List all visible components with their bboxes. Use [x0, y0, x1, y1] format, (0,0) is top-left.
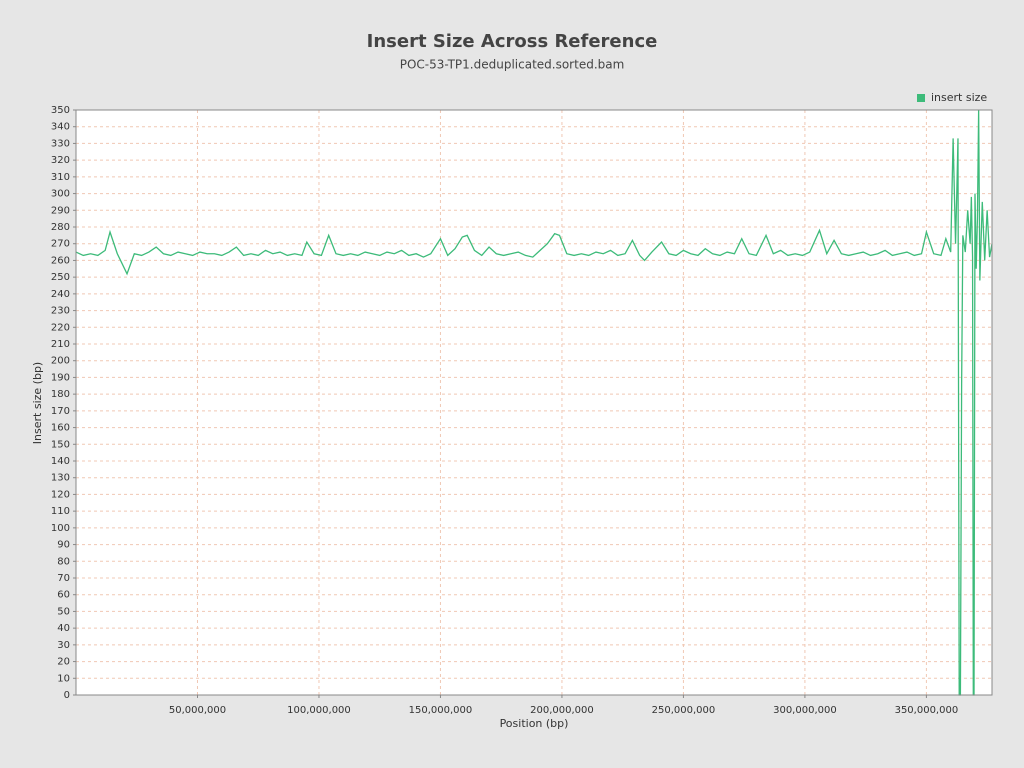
y-tick-label: 10 [57, 673, 70, 684]
y-tick-label: 150 [51, 439, 70, 450]
y-tick-label: 60 [57, 590, 70, 601]
legend-label: insert size [931, 91, 987, 104]
y-tick-label: 300 [51, 189, 70, 200]
y-tick-label: 80 [57, 556, 70, 567]
plot-area [75, 109, 993, 696]
y-tick-label: 50 [57, 606, 70, 617]
y-tick-label: 290 [51, 205, 70, 216]
y-tick-label: 310 [51, 172, 70, 183]
y-tick-label: 340 [51, 122, 70, 133]
chart-subtitle: POC-53-TP1.deduplicated.sorted.bam [400, 58, 625, 72]
y-tick-label: 90 [57, 540, 70, 551]
y-tick-label: 0 [64, 690, 70, 701]
x-tick-label: 50,000,000 [169, 705, 226, 716]
x-tick-label: 150,000,000 [409, 705, 473, 716]
y-tick-label: 220 [51, 322, 70, 333]
y-tick-label: 190 [51, 372, 70, 383]
y-axis-title: Insert size (bp) [31, 362, 44, 444]
y-tick-label: 270 [51, 239, 70, 250]
x-axis-title: Position (bp) [500, 717, 569, 730]
y-tick-label: 40 [57, 623, 70, 634]
data-line [75, 109, 993, 696]
x-tick-label: 250,000,000 [652, 705, 716, 716]
x-tick-label: 100,000,000 [287, 705, 351, 716]
y-tick-label: 140 [51, 456, 70, 467]
y-tick-label: 250 [51, 272, 70, 283]
y-tick-label: 120 [51, 489, 70, 500]
y-tick-label: 320 [51, 155, 70, 166]
y-tick-label: 280 [51, 222, 70, 233]
chart-title: Insert Size Across Reference [367, 31, 658, 52]
y-tick-label: 160 [51, 423, 70, 434]
y-tick-label: 180 [51, 389, 70, 400]
y-tick-label: 200 [51, 356, 70, 367]
y-tick-label: 70 [57, 573, 70, 584]
y-tick-label: 20 [57, 657, 70, 668]
y-tick-label: 260 [51, 255, 70, 266]
x-tick-label: 300,000,000 [773, 705, 837, 716]
y-tick-label: 210 [51, 339, 70, 350]
y-tick-label: 230 [51, 306, 70, 317]
y-tick-label: 30 [57, 640, 70, 651]
plot-border [75, 109, 993, 696]
y-tick-label: 100 [51, 523, 70, 534]
y-tick-label: 330 [51, 138, 70, 149]
y-tick-label: 170 [51, 406, 70, 417]
y-tick-label: 130 [51, 473, 70, 484]
y-tick-label: 110 [51, 506, 70, 517]
y-tick-label: 240 [51, 289, 70, 300]
legend-swatch [917, 94, 925, 102]
y-tick-label: 350 [51, 105, 70, 116]
x-tick-label: 350,000,000 [895, 705, 959, 716]
x-tick-label: 200,000,000 [530, 705, 594, 716]
